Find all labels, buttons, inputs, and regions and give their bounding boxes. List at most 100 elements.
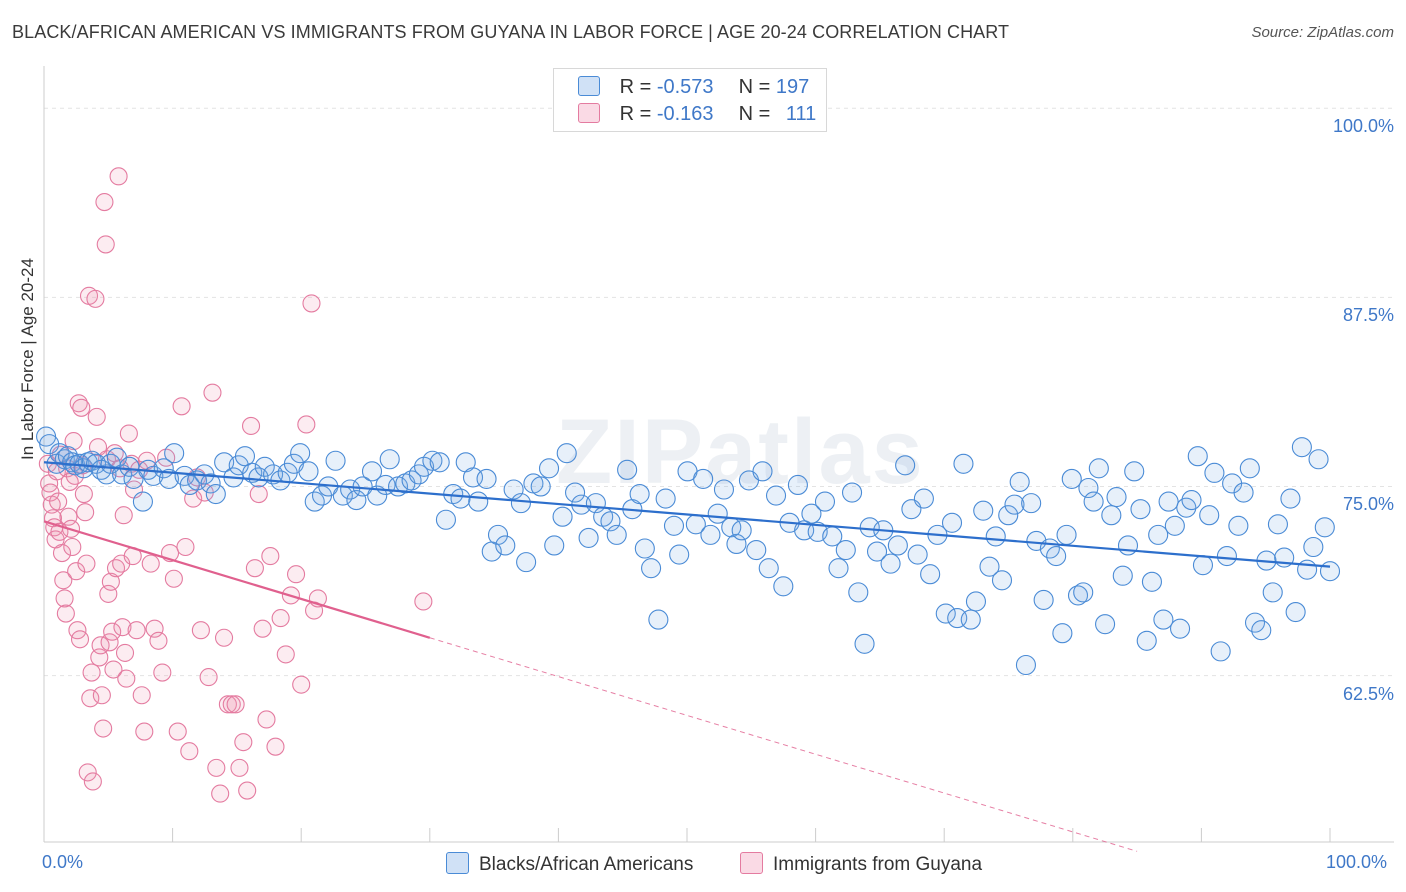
point-black [205, 483, 226, 505]
point-guyana [101, 572, 120, 591]
point-guyana [119, 424, 138, 443]
point-black [1239, 458, 1260, 479]
point-guyana [127, 621, 146, 640]
series-black-points [36, 426, 1341, 676]
legend-row-guyana: R = -0.163 N = 111 [578, 103, 816, 127]
point-black [773, 576, 794, 597]
point-guyana [70, 630, 90, 649]
point-guyana [276, 645, 295, 664]
point-guyana [64, 432, 83, 451]
point-black [731, 520, 752, 541]
bottom-legend-label-black: Blacks/African Americans [479, 854, 694, 875]
point-black [1280, 488, 1301, 509]
point-black [468, 491, 489, 512]
point-guyana [94, 719, 113, 738]
point-guyana [109, 167, 128, 186]
point-guyana [266, 737, 285, 756]
point-black [859, 517, 880, 538]
chart-title: BLACK/AFRICAN AMERICAN VS IMMIGRANTS FRO… [12, 22, 1010, 42]
point-black [1112, 565, 1133, 586]
point-guyana [207, 758, 226, 777]
point-guyana [234, 733, 253, 752]
point-guyana [77, 554, 96, 573]
point-guyana [114, 506, 133, 525]
point-guyana [103, 622, 122, 641]
point-black [450, 488, 471, 509]
point-black [1228, 515, 1249, 536]
point-black [1192, 555, 1214, 576]
point-guyana [104, 660, 123, 679]
point-guyana [49, 492, 68, 511]
point-black [96, 464, 117, 485]
point-guyana [149, 631, 168, 650]
point-guyana [287, 565, 306, 584]
legend-r-value: -0.573 [656, 76, 714, 98]
point-guyana [261, 547, 280, 566]
point-black [429, 452, 450, 473]
point-black [991, 570, 1013, 591]
point-black [1033, 589, 1054, 610]
point-guyana [76, 503, 95, 522]
point-guyana [67, 562, 86, 581]
point-black [1061, 468, 1082, 489]
legend-r-label: R = [619, 76, 652, 98]
point-guyana [82, 663, 101, 682]
point-guyana [56, 604, 75, 623]
point-black [1216, 546, 1237, 567]
point-black [998, 505, 1019, 526]
point-black [487, 524, 509, 545]
point-black [880, 553, 901, 574]
point-guyana [203, 383, 222, 402]
point-guyana [257, 710, 276, 729]
point-guyana [135, 722, 154, 741]
point-guyana [63, 537, 82, 557]
point-black [841, 482, 863, 503]
point-guyana [271, 609, 290, 628]
point-black [629, 483, 650, 505]
point-black [973, 500, 994, 521]
point-guyana [72, 398, 91, 417]
point-black [1073, 582, 1094, 603]
point-black [290, 443, 311, 464]
point-black [1004, 494, 1025, 515]
point-black [693, 468, 714, 489]
point-black [913, 488, 934, 509]
point-guyana [153, 663, 172, 682]
legend-r-value: -0.163 [656, 103, 714, 125]
point-black [1181, 490, 1202, 511]
point-black [1319, 561, 1341, 582]
point-black [1101, 505, 1122, 526]
source-label: Source: ZipAtlas.com [1251, 24, 1394, 41]
bottom-legend-black: Blacks/African Americans [446, 852, 693, 876]
point-guyana [168, 722, 187, 741]
trendline-black [43, 461, 1331, 568]
point-black [1078, 477, 1099, 499]
legend-row-black: R = -0.573 N = 197 [578, 76, 809, 100]
point-black [726, 533, 747, 555]
point-black [565, 482, 586, 503]
point-guyana [238, 781, 257, 800]
point-black [1117, 535, 1139, 556]
point-black [648, 609, 669, 630]
point-black [234, 446, 256, 467]
x-tick-max: 100.0% [1326, 852, 1388, 872]
point-black [1297, 559, 1318, 580]
point-guyana [83, 772, 102, 791]
point-guyana [222, 695, 241, 714]
point-black [1267, 514, 1288, 535]
legend-n-value: 111 [785, 103, 817, 125]
point-guyana [253, 619, 272, 638]
point-guyana [214, 628, 234, 647]
point-black [1285, 601, 1306, 623]
point-black [158, 468, 180, 489]
point-black [746, 539, 767, 561]
point-guyana [164, 569, 183, 588]
point-black [495, 535, 516, 556]
y-tick-label: 75.0% [1342, 494, 1394, 515]
point-black [907, 544, 928, 565]
legend-n-value: 197 [775, 76, 810, 98]
point-black [1199, 505, 1220, 526]
point-black [298, 461, 319, 482]
point-black [1153, 609, 1174, 630]
